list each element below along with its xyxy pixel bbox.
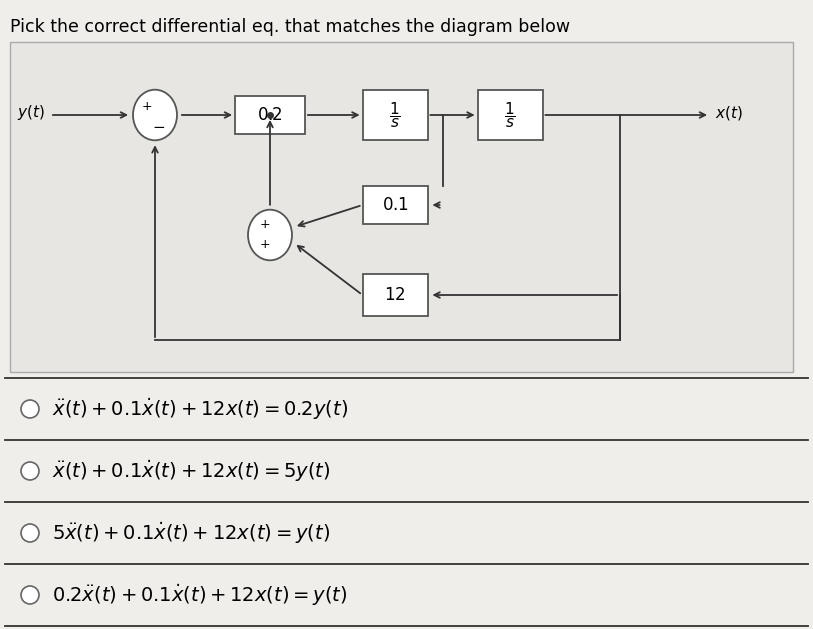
FancyBboxPatch shape bbox=[363, 274, 428, 316]
FancyBboxPatch shape bbox=[363, 90, 428, 140]
Text: $12$: $12$ bbox=[385, 286, 406, 304]
Text: $y(t)$: $y(t)$ bbox=[17, 104, 45, 123]
Text: $\dfrac{1}{s}$: $\dfrac{1}{s}$ bbox=[389, 100, 401, 130]
Text: $\ddot{x}(t) + 0.1\dot{x}(t) + 12x(t) = 0.2y(t)$: $\ddot{x}(t) + 0.1\dot{x}(t) + 12x(t) = … bbox=[52, 396, 348, 422]
Circle shape bbox=[21, 462, 39, 480]
Ellipse shape bbox=[248, 209, 292, 260]
FancyBboxPatch shape bbox=[5, 564, 808, 626]
FancyBboxPatch shape bbox=[5, 378, 808, 440]
FancyBboxPatch shape bbox=[363, 186, 428, 224]
Circle shape bbox=[21, 586, 39, 604]
Text: $\dfrac{1}{s}$: $\dfrac{1}{s}$ bbox=[504, 100, 516, 130]
Text: $+$: $+$ bbox=[259, 218, 271, 230]
Text: $0.1$: $0.1$ bbox=[381, 196, 408, 214]
Ellipse shape bbox=[133, 90, 177, 140]
Text: $5\ddot{x}(t) + 0.1\dot{x}(t) + 12x(t) = y(t)$: $5\ddot{x}(t) + 0.1\dot{x}(t) + 12x(t) =… bbox=[52, 520, 330, 546]
Text: $-$: $-$ bbox=[152, 118, 166, 133]
Text: $0.2\ddot{x}(t) + 0.1\dot{x}(t) + 12x(t) = y(t)$: $0.2\ddot{x}(t) + 0.1\dot{x}(t) + 12x(t)… bbox=[52, 582, 347, 608]
Text: $+$: $+$ bbox=[259, 238, 271, 250]
Circle shape bbox=[21, 524, 39, 542]
Text: $0.2$: $0.2$ bbox=[257, 106, 283, 124]
FancyBboxPatch shape bbox=[235, 96, 305, 134]
FancyBboxPatch shape bbox=[477, 90, 542, 140]
Text: $\ddot{x}(t) + 0.1\dot{x}(t) + 12x(t) = 5y(t)$: $\ddot{x}(t) + 0.1\dot{x}(t) + 12x(t) = … bbox=[52, 458, 331, 484]
Text: Pick the correct differential eq. that matches the diagram below: Pick the correct differential eq. that m… bbox=[10, 18, 570, 36]
FancyBboxPatch shape bbox=[10, 42, 793, 372]
Circle shape bbox=[21, 400, 39, 418]
FancyBboxPatch shape bbox=[5, 502, 808, 564]
Text: $+$: $+$ bbox=[141, 99, 153, 113]
FancyBboxPatch shape bbox=[5, 440, 808, 502]
Text: $x(t)$: $x(t)$ bbox=[715, 104, 743, 122]
